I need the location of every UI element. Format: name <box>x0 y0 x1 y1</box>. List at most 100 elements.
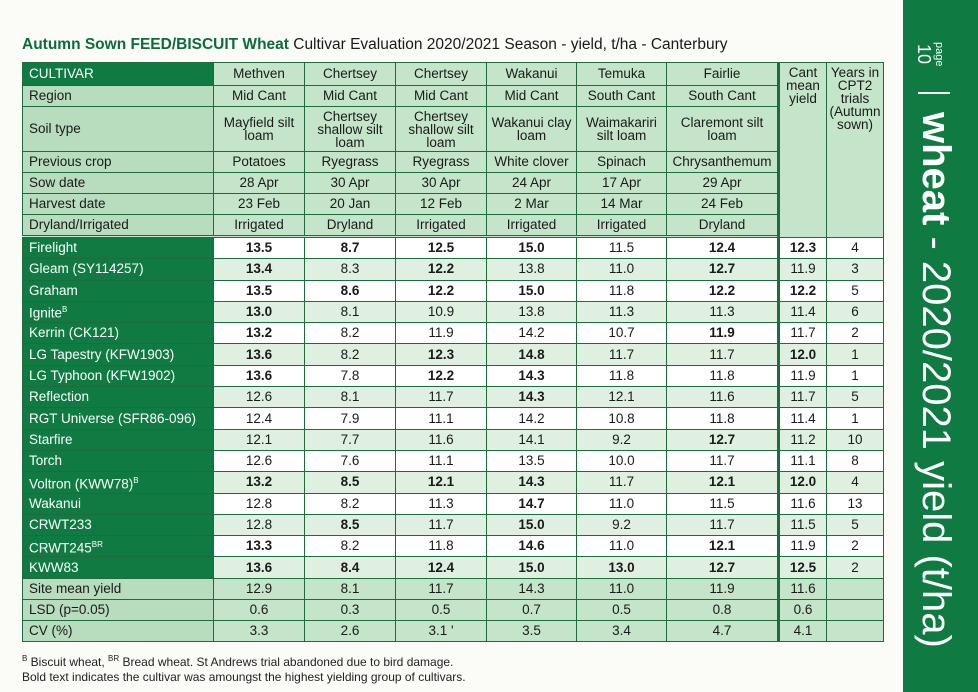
cultivar-row: Starfire 12.1 7.7 11.6 14.1 9.2 12.7 11.2 10 <box>22 428 884 451</box>
header-row: Sow date 28 Apr 30 Apr 30 Apr 24 Apr 17 Apr 29… <box>22 172 884 194</box>
title-rest: Cultivar Evaluation 2020/2021 Season - y… <box>288 36 728 53</box>
header-cell: Ryegrass <box>395 151 487 173</box>
header-cell: Dryland <box>304 214 396 236</box>
cant-mean-cell: 11.4 <box>777 300 827 324</box>
spacer-cell <box>395 235 487 238</box>
yield-cell: 12.2 <box>666 279 779 302</box>
yield-cell: 11.5 <box>576 236 667 260</box>
spacer-cell <box>576 235 667 238</box>
yield-cell: 11.7 <box>576 343 667 366</box>
side-band <box>903 0 978 692</box>
cultivar-row: KWW83 13.6 8.4 12.4 15.0 13.0 12.7 12.5 2 <box>22 556 884 579</box>
header-cell: Ryegrass <box>304 151 396 173</box>
header-spacer <box>22 235 884 238</box>
years-cell: 6 <box>826 300 884 324</box>
yield-cell: 8.1 <box>304 386 396 409</box>
header-cell: Mayfield silt loam <box>213 106 305 152</box>
cant-mean-cell: 11.7 <box>777 322 827 345</box>
yield-cell: 8.2 <box>304 343 396 366</box>
yield-cell: 11.7 <box>395 386 487 409</box>
yield-cell: 14.2 <box>486 322 577 345</box>
yield-cell: 11.5 <box>666 492 779 515</box>
header-years: Years in CPT2 trials (Autumn sown) <box>826 62 884 238</box>
header-cell: 28 Apr <box>213 172 305 194</box>
header-cell: 24 Apr <box>486 172 577 194</box>
cultivar-row: Kerrin (CK121) 13.2 8.2 11.9 14.2 10.7 11.9 11.… <box>22 322 884 345</box>
cant-mean-cell: 11.9 <box>777 258 827 281</box>
header-cell: Chertsey shallow silt loam <box>304 106 396 152</box>
header-row-label: Sow date <box>22 172 214 194</box>
stat-mean-cell: 0.6 <box>777 598 827 621</box>
cultivar-name-text: CRWT233 <box>29 517 92 532</box>
cultivar-type-mark: BR <box>91 539 103 549</box>
yield-cell: 13.0 <box>213 300 305 324</box>
cant-mean-cell: 11.9 <box>777 364 827 388</box>
yield-cell: 10.8 <box>576 407 667 430</box>
cultivar-name: Firelight <box>22 236 214 260</box>
header-row-label: Dryland/Irrigated <box>22 214 214 236</box>
header-cell: Mid Cant <box>213 85 305 107</box>
header-cell: 12 Feb <box>395 193 487 215</box>
stat-years-cell <box>826 619 884 642</box>
cant-mean-cell: 12.5 <box>777 556 827 579</box>
stat-cell: 11.0 <box>576 577 667 600</box>
site-name: Chertsey <box>304 62 396 86</box>
header-cell: Irrigated <box>576 214 667 236</box>
yield-cell: 11.6 <box>666 386 779 409</box>
header-cell: Chertsey shallow silt loam <box>395 106 487 152</box>
cultivar-name: Wakanui <box>22 492 214 515</box>
spacer-cell <box>213 235 305 238</box>
cultivar-name: CRWT245BR <box>22 535 214 558</box>
stat-label: CV (%) <box>22 619 214 642</box>
footnote: B Biscuit wheat, BR Bread wheat. St Andr… <box>22 651 466 685</box>
stat-cell: 0.8 <box>666 598 779 621</box>
cultivar-row: Wakanui 12.8 8.2 11.3 14.7 11.0 11.5 11.6 13 <box>22 492 884 515</box>
years-cell: 1 <box>826 364 884 388</box>
yield-cell: 13.3 <box>213 535 305 558</box>
header-row-label: Soil type <box>22 106 214 152</box>
yield-cell: 11.7 <box>576 471 667 494</box>
yield-cell: 15.0 <box>486 556 577 579</box>
cultivar-row: Firelight 13.5 8.7 12.5 15.0 11.5 12.4 12.3 4 <box>22 236 884 260</box>
yield-cell: 13.2 <box>213 471 305 494</box>
yield-cell: 12.7 <box>666 428 779 451</box>
stat-label: Site mean yield <box>22 577 214 600</box>
yield-cell: 13.6 <box>213 556 305 579</box>
cultivar-row: Voltron (KWW78)B 13.2 8.5 12.1 14.3 11.7 12.1 1… <box>22 471 884 494</box>
header-cell: Potatoes <box>213 151 305 173</box>
cultivar-row: LG Tapestry (KFW1903) 13.6 8.2 12.3 14.8 11.7… <box>22 343 884 366</box>
years-cell: 1 <box>826 343 884 366</box>
yield-cell: 11.9 <box>395 322 487 345</box>
cant-mean-cell: 11.4 <box>777 407 827 430</box>
header-cell: White clover <box>486 151 577 173</box>
cultivar-name: CRWT233 <box>22 513 214 537</box>
years-cell: 13 <box>826 492 884 515</box>
yield-cell: 12.8 <box>213 513 305 537</box>
stat-cell: 11.7 <box>395 577 487 600</box>
header-row: Region Mid Cant Mid Cant Mid Cant Mid Cant So… <box>22 85 884 107</box>
stat-cell: 3.1 ' <box>395 619 487 642</box>
cultivar-name: LG Typhoon (KFW1902) <box>22 364 214 388</box>
cant-mean-cell: 11.5 <box>777 513 827 537</box>
yield-cell: 10.0 <box>576 449 667 473</box>
cant-mean-cell: 11.2 <box>777 428 827 451</box>
cultivar-name-text: RGT Universe (SFR86-096) <box>29 410 197 426</box>
cultivar-type-mark: B <box>133 475 139 485</box>
cultivar-row: Reflection 12.6 8.1 11.7 14.3 12.1 11.6 11.7 5 <box>22 386 884 409</box>
yield-cell: 12.2 <box>395 364 487 388</box>
cultivar-name-text: LG Tapestry (KFW1903) <box>29 346 175 362</box>
cant-mean-cell: 12.0 <box>777 343 827 366</box>
yield-cell: 14.3 <box>486 386 577 409</box>
yield-cell: 12.1 <box>213 428 305 451</box>
yield-cell: 12.5 <box>395 236 487 260</box>
stat-row: LSD (p=0.05) 0.6 0.3 0.5 0.7 0.5 0.8 0.6 <box>22 598 884 621</box>
spacer-cell <box>22 235 214 238</box>
yield-cell: 13.6 <box>213 364 305 388</box>
yield-cell: 15.0 <box>486 513 577 537</box>
cultivar-row: Gleam (SY114257) 13.4 8.3 12.2 13.8 11.0 12.7 1… <box>22 258 884 281</box>
years-cell: 8 <box>826 449 884 473</box>
yield-cell: 11.8 <box>576 364 667 388</box>
header-cell: South Cant <box>576 85 667 107</box>
yield-cell: 13.8 <box>486 258 577 281</box>
header-row: Previous crop Potatoes Ryegrass Ryegrass Whi… <box>22 151 884 173</box>
